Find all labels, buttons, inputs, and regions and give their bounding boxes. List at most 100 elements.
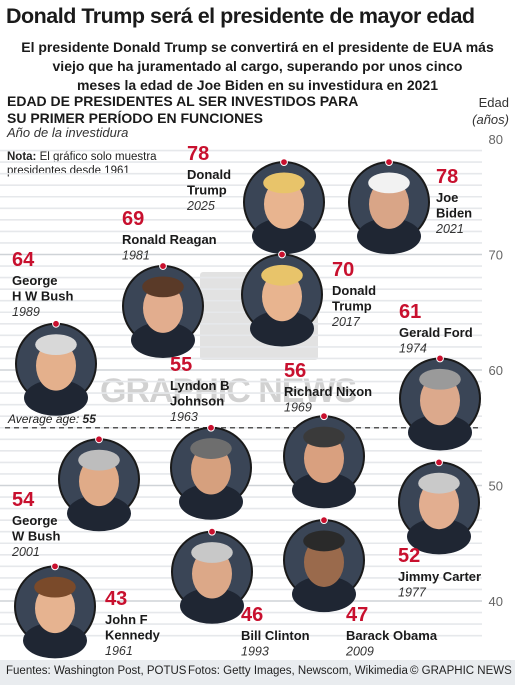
inauguration-year: 2017 xyxy=(331,315,361,329)
age-data-point xyxy=(207,423,215,432)
president-name: Bill Clinton xyxy=(241,628,310,643)
president-name: Joe xyxy=(436,190,458,205)
subtitle-line: El presidente Donald Trump se convertirá… xyxy=(21,39,494,55)
age-data-point xyxy=(52,319,60,328)
inauguration-year: 1993 xyxy=(241,645,269,659)
age-data-point xyxy=(51,562,59,571)
age-data-point xyxy=(320,412,328,421)
age-data-point xyxy=(385,158,393,167)
age-label: 70 xyxy=(332,259,354,281)
y-tick-label: 60 xyxy=(489,363,503,378)
average-label: Average age: 55 xyxy=(7,412,96,426)
portrait-hair xyxy=(35,334,77,355)
president-name: George xyxy=(12,513,58,528)
president-name: Richard Nixon xyxy=(284,384,372,399)
portrait-hair xyxy=(191,542,233,563)
y-tick-label: 70 xyxy=(489,248,503,263)
president-name: Trump xyxy=(187,183,227,198)
average-value: 55 xyxy=(83,412,97,426)
president-name: H W Bush xyxy=(12,289,73,304)
president-name: Ronald Reagan xyxy=(122,232,217,247)
president-name: Johnson xyxy=(170,394,224,409)
inauguration-year: 2009 xyxy=(345,645,374,659)
age-label: 69 xyxy=(122,208,144,230)
age-label: 55 xyxy=(170,354,192,376)
president-marker: 56 Richard Nixon 1969 xyxy=(283,360,372,509)
inauguration-year: 1963 xyxy=(170,410,198,424)
portrait-suit xyxy=(131,322,195,359)
president-name: Lyndon B xyxy=(170,378,229,393)
portrait-suit xyxy=(292,576,356,613)
subtitle: El presidente Donald Trump se convertirá… xyxy=(0,38,515,95)
portrait-suit xyxy=(357,218,421,255)
president-name: Gerald Ford xyxy=(399,325,473,340)
portrait-hair xyxy=(34,576,76,598)
footer-sources: Fuentes: Washington Post, POTUS xyxy=(6,665,187,677)
portrait-suit xyxy=(24,379,88,416)
y-axis-title: Edad xyxy=(478,95,509,110)
president-marker: 69 Ronald Reagan 1981 xyxy=(122,208,217,359)
subtitle-line: meses la edad de Joe Biden en su investi… xyxy=(76,77,439,93)
age-label: 43 xyxy=(105,588,127,610)
president-name: Donald xyxy=(332,283,376,298)
portrait-hair xyxy=(190,438,232,459)
inauguration-year: 1989 xyxy=(12,305,40,319)
president-name: Trump xyxy=(332,299,372,314)
age-label: 78 xyxy=(187,143,209,165)
portrait-suit xyxy=(292,472,356,509)
president-name: Donald xyxy=(187,167,231,182)
portrait-suit xyxy=(252,218,316,255)
president-marker: 52 Jimmy Carter 1977 xyxy=(398,458,481,600)
age-data-point xyxy=(208,527,216,536)
inauguration-year: 2021 xyxy=(435,222,464,236)
portrait-hair xyxy=(263,172,305,194)
president-marker: 46 Bill Clinton 1993 xyxy=(171,527,310,659)
portrait-suit xyxy=(407,518,471,555)
portrait-hair xyxy=(368,172,410,194)
inauguration-year: 2025 xyxy=(186,199,215,213)
inauguration-year: 1974 xyxy=(399,342,427,356)
president-name: Jimmy Carter xyxy=(398,569,481,584)
portrait-hair xyxy=(419,368,461,390)
portrait-hair xyxy=(78,449,120,471)
portrait-suit xyxy=(250,310,314,347)
portrait-suit xyxy=(67,495,131,532)
age-data-point xyxy=(436,354,444,363)
president-name: John F xyxy=(105,612,148,627)
note-label: Nota: xyxy=(7,151,37,163)
age-label: 54 xyxy=(12,489,35,511)
age-data-point xyxy=(320,516,328,525)
chart-title-line: SU PRIMER PERÍODO EN FUNCIONES xyxy=(7,110,263,126)
age-label: 64 xyxy=(12,249,35,271)
inauguration-year: 1961 xyxy=(105,644,133,658)
inauguration-year: 1969 xyxy=(284,401,312,415)
age-label: 61 xyxy=(399,301,421,323)
president-name: George xyxy=(12,273,58,288)
age-label: 52 xyxy=(398,545,420,567)
portrait-suit xyxy=(23,622,87,659)
age-data-point xyxy=(95,435,103,444)
age-data-point xyxy=(159,262,167,270)
inauguration-year: 2001 xyxy=(11,545,40,559)
president-name: Biden xyxy=(436,206,472,221)
president-marker: 47 Barack Obama 2009 xyxy=(283,516,438,659)
portrait-hair xyxy=(303,426,345,448)
age-label: 47 xyxy=(346,604,368,626)
portrait-suit xyxy=(180,587,244,624)
inauguration-year: 1981 xyxy=(122,249,150,263)
footer-photos: Fotos: Getty Images, Newscom, Wikimedia xyxy=(188,665,408,677)
portrait-suit xyxy=(408,414,472,451)
y-axis-label: Edad (años) xyxy=(472,94,509,128)
chart-title: EDAD DE PRESIDENTES AL SER INVESTIDOS PA… xyxy=(7,93,387,127)
y-tick-label: 80 xyxy=(489,132,503,147)
page-title: Donald Trump será el presidente de mayor… xyxy=(6,4,475,28)
portrait-hair xyxy=(303,530,345,552)
